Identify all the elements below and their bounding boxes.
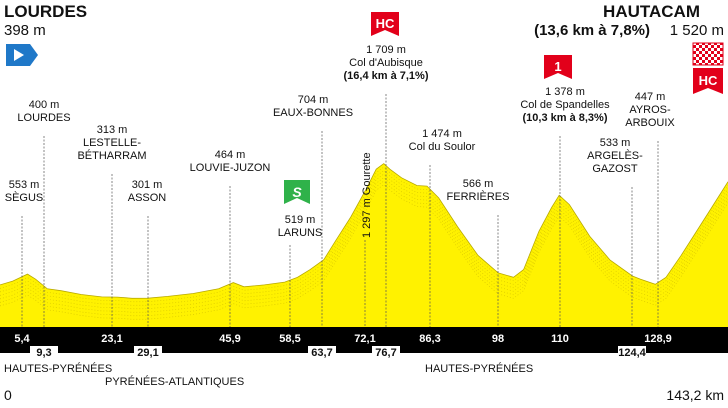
department-2: PYRÉNÉES-ATLANTIQUES bbox=[105, 375, 244, 388]
km-label: 58,5 bbox=[279, 333, 300, 345]
passage-altitude: 553 m bbox=[9, 179, 40, 191]
passage-name: LOUVIE-JUZON bbox=[190, 162, 271, 174]
passage-altitude: 566 m bbox=[463, 178, 494, 190]
finish-hc-badge: HC bbox=[693, 68, 723, 94]
department-1: HAUTES-PYRÉNÉES bbox=[4, 362, 112, 375]
kom-badge-HC: HC bbox=[371, 12, 399, 36]
passage-name: EAUX-BONNES bbox=[273, 107, 353, 119]
passage-altitude: 1 378 m bbox=[545, 86, 585, 98]
passage-name: LARUNS bbox=[278, 227, 323, 239]
passage-altitude: 704 m bbox=[298, 94, 329, 106]
km-label: 5,4 bbox=[14, 333, 30, 345]
km-label: 63,7 bbox=[311, 347, 332, 359]
km-label: 23,1 bbox=[101, 333, 122, 345]
svg-text:HC: HC bbox=[376, 16, 395, 31]
svg-text:HC: HC bbox=[699, 73, 718, 88]
distance-total: 143,2 km bbox=[666, 387, 724, 403]
start-flag-icon bbox=[6, 44, 38, 66]
passage-altitude: 533 m bbox=[600, 137, 631, 149]
passage-altitude: 313 m bbox=[97, 124, 128, 136]
sprint-badge: S bbox=[284, 180, 310, 204]
km-label: 86,3 bbox=[419, 333, 440, 345]
start-altitude: 398 m bbox=[4, 22, 46, 39]
start-town: LOURDES bbox=[4, 2, 87, 21]
passage-altitude: 464 m bbox=[215, 149, 246, 161]
finish-climb: (13,6 km à 7,8%) bbox=[534, 22, 650, 39]
finish-town: HAUTACAM bbox=[603, 2, 700, 21]
km-label: 45,9 bbox=[219, 333, 240, 345]
passage-altitude: 1 474 m bbox=[422, 128, 462, 140]
profile-contour-lines bbox=[0, 166, 728, 320]
svg-text:S: S bbox=[292, 184, 302, 200]
distance-start: 0 bbox=[4, 387, 12, 403]
km-label: 76,7 bbox=[375, 347, 396, 359]
km-label: 72,1 bbox=[354, 333, 375, 345]
passage-altitude: 1 709 m bbox=[366, 44, 406, 56]
passage-name: GAZOST bbox=[592, 163, 638, 175]
passage-name: LOURDES bbox=[17, 112, 70, 124]
km-label: 128,9 bbox=[644, 333, 672, 345]
passage-name: Col du Soulor bbox=[409, 141, 476, 153]
passage-label-gourette: 1 297 m Gourette bbox=[361, 152, 373, 238]
passage-name: SÈGUS bbox=[5, 191, 44, 204]
passage-name: LESTELLE- bbox=[83, 137, 141, 149]
passage-name: ASSON bbox=[128, 192, 167, 204]
passage-altitude: 301 m bbox=[132, 179, 163, 191]
passage-name: FERRIÈRES bbox=[447, 190, 510, 203]
passage-name: BÉTHARRAM bbox=[77, 149, 146, 162]
passage-name: AYROS- bbox=[629, 104, 671, 116]
profile-line bbox=[0, 163, 728, 299]
passage-name: ARBOUIX bbox=[625, 117, 675, 129]
department-3: HAUTES-PYRÉNÉES bbox=[425, 362, 533, 375]
distance-band bbox=[0, 327, 728, 353]
climb-stats: (16,4 km à 7,1%) bbox=[344, 70, 429, 82]
climb-stats: (10,3 km à 8,3%) bbox=[523, 112, 608, 124]
finish-flag-icon bbox=[692, 42, 724, 66]
passage-altitude: 400 m bbox=[29, 99, 60, 111]
passage-name: Col de Spandelles bbox=[520, 99, 610, 111]
profile-area bbox=[0, 163, 728, 327]
passage-altitude: 447 m bbox=[635, 91, 666, 103]
km-label: 124,4 bbox=[618, 347, 646, 359]
svg-text:1: 1 bbox=[554, 59, 561, 74]
kom-badge-1: 1 bbox=[544, 55, 572, 79]
finish-altitude: 1 520 m bbox=[670, 22, 724, 39]
passage-altitude: 519 m bbox=[285, 214, 316, 226]
km-label: 9,3 bbox=[36, 347, 51, 359]
km-label: 110 bbox=[551, 333, 569, 345]
km-label: 29,1 bbox=[137, 347, 158, 359]
km-label: 98 bbox=[492, 333, 504, 345]
passage-name: ARGELÈS- bbox=[587, 149, 643, 162]
passage-name: Col d'Aubisque bbox=[349, 57, 423, 69]
